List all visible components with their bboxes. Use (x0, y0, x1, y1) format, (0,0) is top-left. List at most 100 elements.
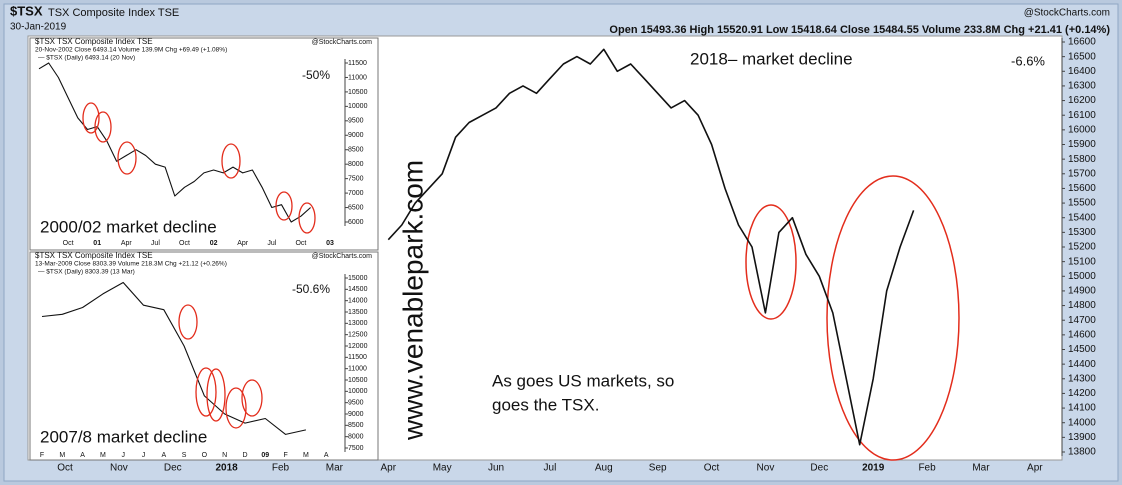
inset-title: $TSX TSX Composite Index TSE (35, 251, 153, 260)
x-tick-label: Dec (164, 463, 182, 474)
y-tick-label: 13500 (348, 309, 368, 316)
x-tick-label: Apr (237, 240, 249, 247)
y-tick-label: 7000 (348, 190, 364, 197)
y-tick-label: 15500 (1068, 198, 1096, 209)
y-tick-label: 8000 (348, 434, 364, 441)
y-tick-label: 13000 (348, 320, 368, 327)
watermark: www.venablepark.com (397, 160, 428, 441)
x-tick-label: N (222, 452, 227, 459)
x-tick-label: Mar (972, 463, 990, 474)
y-tick-label: 15200 (1068, 242, 1096, 253)
y-tick-label: 16400 (1068, 66, 1096, 77)
highlight-ellipse (82, 102, 100, 134)
highlight-ellipse (94, 111, 112, 143)
x-tick-label: M (303, 452, 309, 459)
y-tick-label: 16000 (1068, 124, 1096, 135)
y-tick-label: 11500 (348, 60, 367, 67)
y-tick-label: 12500 (348, 332, 368, 339)
highlight-ellipse (178, 304, 198, 340)
y-tick-label: 11500 (348, 354, 367, 361)
inset-source: @StockCharts.com (312, 39, 373, 46)
y-tick-label: 8500 (348, 147, 364, 154)
quote: Open 15493.36 High 15520.91 Low 15418.64… (609, 24, 1110, 36)
highlight-ellipse (241, 379, 263, 417)
y-tick-label: 9000 (348, 411, 364, 418)
y-tick-label: 15900 (1068, 139, 1096, 150)
x-tick-label: J (142, 452, 146, 459)
x-tick-label: M (100, 452, 106, 459)
highlight-ellipse (195, 367, 217, 417)
inset-panel (29, 251, 379, 461)
x-tick-label: Aug (595, 463, 613, 474)
y-tick-label: 16300 (1068, 81, 1096, 92)
y-tick-label: 15700 (1068, 168, 1096, 179)
y-tick-label: 14000 (348, 298, 368, 305)
x-tick-label: 01 (93, 240, 101, 247)
x-tick-label: Oct (295, 240, 306, 247)
x-tick-label: F (40, 452, 44, 459)
inset-info: 20-Nov-2002 Close 6493.14 Volume 139.9M … (35, 47, 227, 54)
change-label: -50.6% (292, 282, 330, 296)
y-tick-label: 6500 (348, 204, 364, 211)
x-tick-label: S (182, 452, 187, 459)
x-tick-label: O (202, 452, 208, 459)
highlight-ellipse (298, 202, 316, 234)
x-tick-label: Dec (810, 463, 828, 474)
y-tick-label: 8500 (348, 422, 364, 429)
x-tick-label: Jul (151, 240, 160, 247)
x-tick-label: May (433, 463, 452, 474)
inset-source: @StockCharts.com (312, 253, 373, 260)
x-tick-label: Oct (63, 240, 74, 247)
inset-title: $TSX TSX Composite Index TSE (35, 37, 153, 46)
x-tick-label: J (121, 452, 125, 459)
highlight-ellipse (745, 204, 797, 320)
y-tick-label: 6000 (348, 219, 364, 226)
x-tick-label: 09 (261, 452, 269, 459)
x-tick-label: A (324, 452, 329, 459)
x-tick-label: Sep (649, 463, 667, 474)
y-tick-label: 10500 (348, 377, 368, 384)
highlight-ellipse (225, 387, 247, 429)
y-tick-label: 14300 (1068, 373, 1096, 384)
price-line (387, 48, 915, 446)
price-line (41, 281, 307, 435)
x-tick-label: 02 (210, 240, 218, 247)
x-tick-label: Oct (57, 463, 73, 474)
y-tick-label: 10000 (348, 103, 368, 110)
y-tick-label: 15400 (1068, 212, 1096, 223)
x-tick-label: A (80, 452, 85, 459)
y-tick-label: 13900 (1068, 432, 1096, 443)
change-label: -50% (302, 68, 330, 82)
y-tick-label: 14400 (1068, 359, 1096, 370)
x-tick-label: Feb (918, 463, 936, 474)
y-tick-label: 16200 (1068, 95, 1096, 106)
y-tick-label: 14100 (1068, 403, 1096, 414)
change-label: -6.6% (1011, 53, 1045, 68)
y-tick-label: 14000 (1068, 417, 1096, 428)
y-tick-label: 14700 (1068, 315, 1096, 326)
x-tick-label: M (59, 452, 65, 459)
x-tick-label: 2018 (216, 463, 239, 474)
x-tick-label: Jul (544, 463, 557, 474)
index-name: TSX Composite Index TSE (48, 7, 179, 19)
x-tick-label: Nov (110, 463, 128, 474)
y-tick-label: 16500 (1068, 51, 1096, 62)
symbol: $TSX (10, 3, 43, 18)
y-tick-label: 10000 (348, 388, 368, 395)
y-tick-label: 14200 (1068, 388, 1096, 399)
y-tick-label: 15600 (1068, 183, 1096, 194)
inset-caption: 2000/02 market decline (40, 217, 217, 236)
x-tick-label: Apr (380, 463, 396, 474)
y-tick-label: 10500 (348, 89, 368, 96)
y-tick-label: 14800 (1068, 300, 1096, 311)
y-tick-label: 9500 (348, 400, 364, 407)
source: @StockCharts.com (1024, 8, 1110, 19)
inset-caption: 2007/8 market decline (40, 427, 207, 446)
y-tick-label: 11000 (348, 74, 367, 81)
inset-legend: — $TSX (Daily) 8303.39 (13 Mar) (38, 269, 135, 276)
highlight-ellipse (117, 141, 137, 175)
inset-legend: — $TSX (Daily) 6493.14 (20 Nov) (38, 55, 135, 62)
y-tick-label: 15300 (1068, 227, 1096, 238)
x-tick-label: Nov (757, 463, 775, 474)
